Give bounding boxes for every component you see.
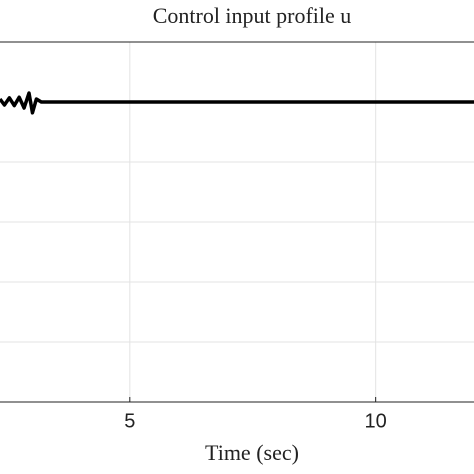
x-axis-label: Time (sec) [205,440,299,465]
chart-title: Control input profile u [153,3,352,28]
line-series [0,91,474,115]
x-tick-label: 10 [365,410,387,432]
x-tick-label: 5 [124,410,135,432]
